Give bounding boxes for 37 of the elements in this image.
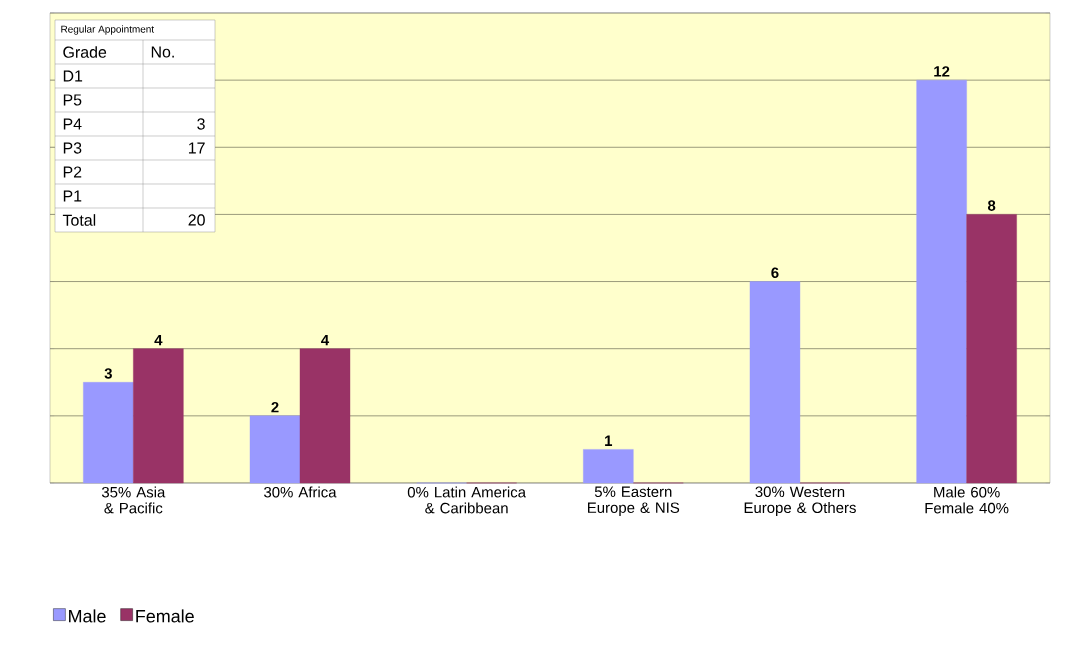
legend-label: Female [136, 609, 194, 623]
x-tick-label: 0% Latin America & Caribbean [407, 486, 527, 514]
data-label: 4 [154, 334, 163, 346]
data-label: 20 [188, 214, 205, 226]
data-label: 6 [771, 267, 779, 279]
x-tick-label: Male 60% Female 40% [925, 486, 1009, 514]
bar [249, 415, 301, 484]
data-label: 8 [987, 200, 996, 211]
bar [916, 79, 967, 484]
text: No. [151, 46, 174, 58]
text: Regular Appointment [61, 25, 155, 35]
data-label: 3 [197, 118, 205, 130]
data-label: 3 [104, 368, 112, 379]
category-label: P4 [63, 118, 82, 130]
data-label: 2 [271, 401, 279, 413]
data-label: 4 [321, 334, 330, 346]
x-tick-label: 30% Africa [264, 486, 337, 498]
data-label: 1 [605, 435, 613, 446]
bar [749, 281, 801, 484]
x-tick-label: 5% Eastern Europe & NIS [588, 486, 680, 516]
text: Grade [63, 46, 107, 58]
bar [966, 214, 1017, 484]
bar [83, 382, 134, 484]
bar [133, 348, 184, 484]
data-label: 12 [934, 66, 950, 77]
data-label: 17 [188, 142, 205, 154]
x-tick-label: 35% Asia & Pacific [101, 486, 166, 514]
category-label: P2 [63, 166, 82, 178]
legend-label: Male [69, 609, 106, 623]
x-tick-label: 30% Western Europe & Others [744, 486, 856, 516]
category-label: P1 [63, 190, 82, 202]
category-label: P5 [63, 94, 82, 106]
bar [299, 348, 351, 484]
bar [583, 449, 634, 484]
category-label: D1 [63, 70, 83, 82]
category-label: P3 [63, 142, 82, 154]
category-label: Total [62, 214, 96, 226]
